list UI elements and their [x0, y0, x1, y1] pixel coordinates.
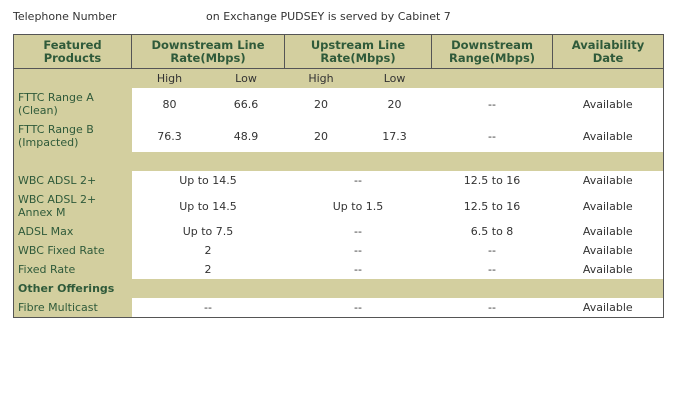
section-title: Other Offerings: [18, 282, 115, 295]
product-name: Fixed Rate: [13, 260, 132, 279]
cell: [553, 69, 664, 89]
data-row: WBC ADSL 2+ Annex M Up to 14.5 Up to 1.5 12…: [13, 190, 664, 222]
cell: Available: [582, 174, 633, 187]
cell: Up to 14.5: [179, 199, 237, 213]
cell: Available: [582, 244, 633, 257]
product-name: Fibre Multicast: [13, 298, 132, 318]
cell: 66.6: [233, 97, 259, 111]
cell: Up to 7.5: [182, 225, 234, 238]
cell: 48.9: [233, 129, 259, 143]
product-name: FTTC Range B (Impacted): [13, 120, 132, 152]
cell: 20: [314, 97, 329, 111]
cell: [14, 152, 664, 171]
section-row: Other Offerings: [13, 279, 664, 298]
product-name: WBC ADSL 2+ Annex M: [13, 190, 132, 222]
cell: Available: [582, 225, 633, 238]
data-row: WBC ADSL 2+ Up to 14.5 -- 12.5 to 16 Availab…: [13, 171, 664, 190]
cell: Available: [582, 301, 633, 314]
data-row: FTTC Range B (Impacted) 76.3 48.9 20 17.3 -- A…: [13, 120, 664, 152]
column-header: Featured Products: [13, 34, 132, 69]
products-table: Featured Products Downstream Line Rate(Mb…: [13, 34, 665, 318]
cell: --: [354, 225, 362, 238]
cell: 12.5 to 16: [463, 174, 521, 187]
cell: --: [488, 263, 496, 276]
cell: --: [204, 301, 212, 314]
cell: Available: [582, 263, 633, 276]
column-header: Upstream Line Rate(Mbps): [284, 34, 433, 69]
cell: Up to 14.5: [179, 174, 237, 187]
data-row: WBC Fixed Rate 2 -- -- Available: [13, 241, 664, 260]
cell: 76.3: [157, 129, 182, 143]
subcolumn-header: High: [308, 72, 334, 85]
cell: 6.5 to 8: [470, 225, 514, 238]
column-header: Availability Date: [552, 34, 664, 69]
column-header: Downstream Range(Mbps): [431, 34, 554, 69]
cell: --: [488, 97, 496, 111]
cell: 80: [162, 97, 177, 111]
product-name: FTTC Range A (Clean): [13, 88, 132, 120]
cell: --: [354, 301, 362, 314]
cell: [432, 69, 553, 89]
cell: 2: [204, 263, 212, 276]
cell: 20: [314, 129, 329, 143]
cell: Up to 1.5: [332, 199, 384, 213]
cell: --: [488, 129, 496, 143]
exchange-info: on Exchange PUDSEY is served by Cabinet …: [206, 10, 451, 23]
cell: Available: [582, 199, 633, 213]
cell: --: [488, 244, 496, 257]
product-name: WBC Fixed Rate: [13, 241, 132, 260]
cell: 17.3: [382, 129, 407, 143]
cell: --: [488, 301, 496, 314]
data-row: Fibre Multicast -- -- -- Available: [13, 298, 664, 318]
cell: --: [354, 174, 362, 187]
subcolumn-header: Low: [383, 72, 406, 85]
cell: Available: [582, 129, 633, 143]
product-name: WBC ADSL 2+: [13, 171, 132, 190]
product-name: ADSL Max: [13, 222, 132, 241]
subheader-row: High Low High Low: [13, 68, 664, 89]
data-row: FTTC Range A (Clean) 80 66.6 20 20 -- Availabl…: [13, 88, 664, 120]
cell: [14, 69, 132, 89]
cell: --: [354, 263, 362, 276]
telephone-label: Telephone Number: [13, 10, 117, 23]
cell: 2: [204, 244, 212, 257]
column-header: Downstream Line Rate(Mbps): [131, 34, 286, 69]
cell: Available: [582, 97, 633, 111]
cell: --: [354, 244, 362, 257]
data-row: ADSL Max Up to 7.5 -- 6.5 to 8 Available: [13, 222, 664, 241]
subcolumn-header: High: [156, 72, 183, 85]
cell: 12.5 to 16: [463, 199, 521, 213]
subcolumn-header: Low: [235, 72, 257, 85]
cell: 20: [387, 97, 402, 111]
data-row: Fixed Rate 2 -- -- Available: [13, 260, 664, 279]
separator-row: [13, 152, 664, 171]
